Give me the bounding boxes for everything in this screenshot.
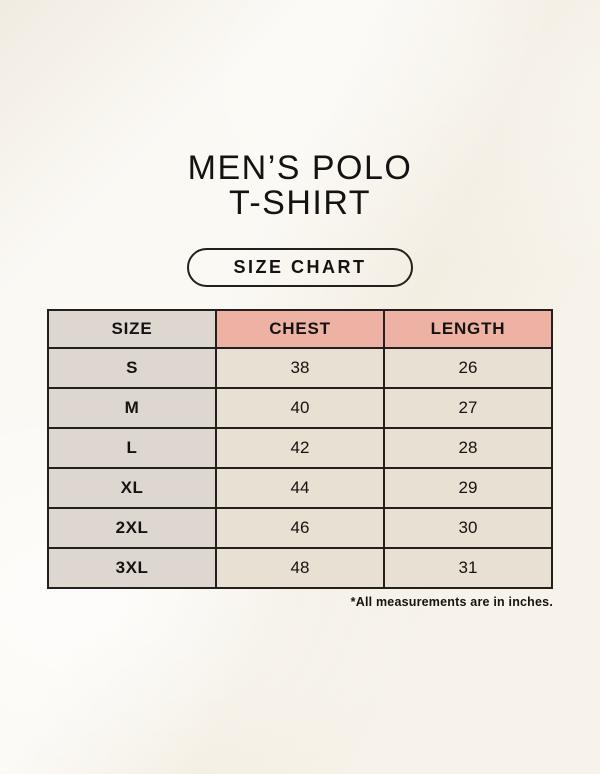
cell-length: 31: [383, 547, 553, 589]
column-header-chest: CHEST: [215, 309, 385, 349]
page-title: MEN’S POLO T-SHIRT: [0, 0, 600, 221]
page-title-line1: MEN’S POLO: [187, 149, 413, 187]
table-row: S 38 26: [47, 347, 553, 389]
cell-length: 30: [383, 507, 553, 549]
cell-length: 27: [383, 387, 553, 429]
cell-size: XL: [47, 467, 217, 509]
cell-chest: 48: [215, 547, 385, 589]
cell-length: 29: [383, 467, 553, 509]
table-row: XL 44 29: [47, 467, 553, 509]
table-row: 3XL 48 31: [47, 547, 553, 589]
column-header-size: SIZE: [47, 309, 217, 349]
cell-chest: 40: [215, 387, 385, 429]
cell-length: 28: [383, 427, 553, 469]
cell-size: S: [47, 347, 217, 389]
cell-size: M: [47, 387, 217, 429]
cell-chest: 46: [215, 507, 385, 549]
cell-chest: 38: [215, 347, 385, 389]
cell-size: 2XL: [47, 507, 217, 549]
measurements-footnote: *All measurements are in inches.: [350, 595, 553, 609]
column-header-length: LENGTH: [383, 309, 553, 349]
cell-length: 26: [383, 347, 553, 389]
size-chart-table: SIZE CHEST LENGTH S 38 26 M 40 27 L 42 2…: [47, 309, 553, 589]
cell-size: L: [47, 427, 217, 469]
cell-chest: 42: [215, 427, 385, 469]
size-chart-badge-label: SIZE CHART: [233, 257, 367, 277]
cell-chest: 44: [215, 467, 385, 509]
table-header-row: SIZE CHEST LENGTH: [47, 309, 553, 349]
table-row: 2XL 46 30: [47, 507, 553, 549]
page-title-line2: T-SHIRT: [228, 184, 372, 222]
table-row: M 40 27: [47, 387, 553, 429]
table-row: L 42 28: [47, 427, 553, 469]
cell-size: 3XL: [47, 547, 217, 589]
size-chart-badge: SIZE CHART: [187, 248, 413, 287]
